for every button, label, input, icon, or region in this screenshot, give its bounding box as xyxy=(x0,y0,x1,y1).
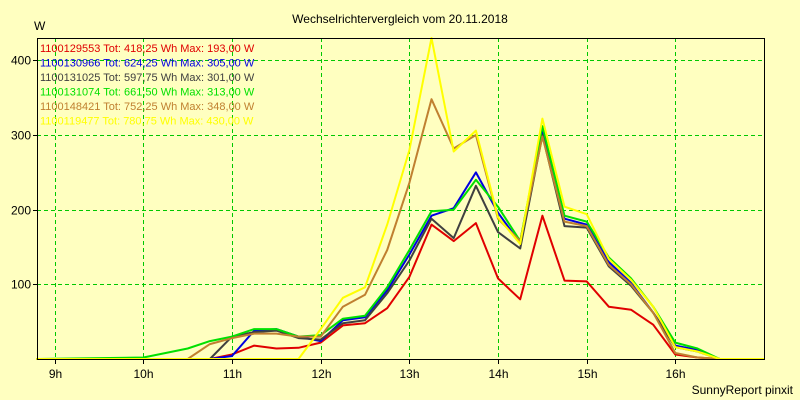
legend-entry-1100148421: 1100148421 Tot: 752,25 Wh Max: 348,00 W xyxy=(40,101,255,113)
footer-credit: SunnyReport pinxit xyxy=(692,383,794,397)
legend-entry-1100119477: 1100119477 Tot: 780,75 Wh Max: 430,00 W xyxy=(40,116,254,128)
y-tick-label: 200 xyxy=(11,204,31,218)
legend-entry-1100130966: 1100130966 Tot: 624,25 Wh Max: 305,00 W xyxy=(40,58,255,70)
y-axis-label: W xyxy=(34,19,46,33)
x-tick-label: 12h xyxy=(311,367,331,381)
y-tick-label: 400 xyxy=(11,54,31,68)
legend: 1100129553 Tot: 418,25 Wh Max: 193,00 W 1… xyxy=(40,43,255,128)
y-tick-label: 300 xyxy=(11,129,31,143)
legend-entry-1100131025: 1100131025 Tot: 597,75 Wh Max: 301,00 W xyxy=(40,72,255,84)
chart-title: Wechselrichtervergleich vom 20.11.2018 xyxy=(292,12,508,26)
x-tick-label: 14h xyxy=(488,367,508,381)
x-tick-label: 13h xyxy=(399,367,419,381)
grid-layer xyxy=(37,38,764,359)
legend-entry-1100129553: 1100129553 Tot: 418,25 Wh Max: 193,00 W xyxy=(40,43,255,55)
x-tick-label: 11h xyxy=(223,367,242,381)
series-line-1100131074 xyxy=(36,125,765,360)
x-tick-label: 10h xyxy=(133,367,153,381)
series-layer xyxy=(36,37,765,360)
x-tick-label: 9h xyxy=(49,367,62,381)
series-line-1100148421 xyxy=(36,98,765,360)
plot-frame xyxy=(37,38,765,360)
tick-layer: 9h 10h 11h 12h 13h 14h 15h 16h 100 200 300 400 xyxy=(11,54,686,382)
legend-entry-1100131074: 1100131074 Tot: 661,50 Wh Max: 313,00 W xyxy=(40,87,255,99)
y-tick-label: 100 xyxy=(11,278,31,292)
x-tick-label: 15h xyxy=(577,367,597,381)
x-tick-label: 16h xyxy=(665,367,685,381)
series-line-1100130966 xyxy=(36,130,765,360)
series-line-1100129553 xyxy=(36,214,765,360)
